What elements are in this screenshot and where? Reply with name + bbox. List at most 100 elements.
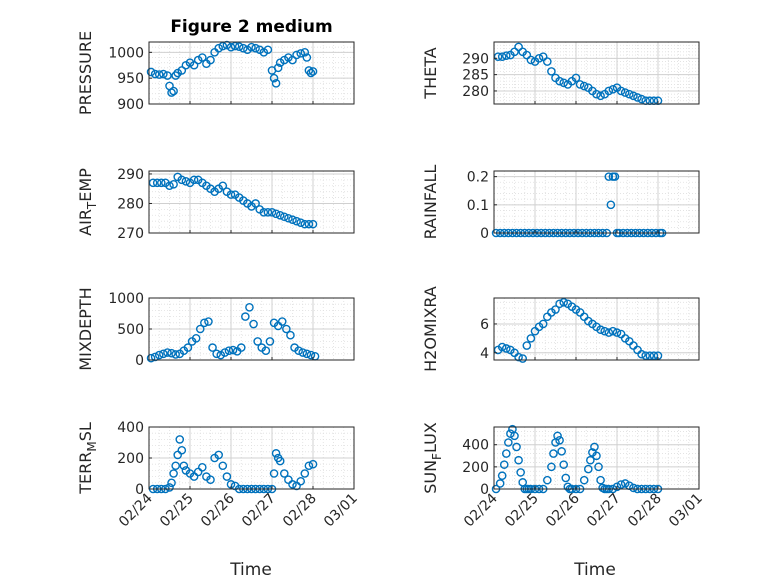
data-point	[271, 449, 281, 458]
data-point	[267, 208, 277, 217]
data-point	[612, 328, 622, 337]
data-point	[265, 337, 275, 346]
y-tick-label: 0	[135, 482, 144, 498]
data-point	[261, 346, 271, 356]
axes-box	[493, 426, 700, 490]
data-point	[298, 348, 308, 357]
data-point	[220, 348, 230, 357]
data-point	[616, 86, 626, 96]
data-point	[167, 348, 176, 358]
y-tick-label: 0.2	[467, 170, 489, 186]
data-point	[218, 181, 228, 191]
data-point	[300, 219, 310, 229]
data-point	[499, 460, 509, 469]
data-point	[263, 208, 273, 217]
x-tick-label: 02/25	[157, 491, 197, 531]
data-point	[167, 478, 176, 488]
y-tick-label: 0.1	[467, 198, 489, 214]
y-tick-label: 280	[117, 196, 144, 212]
data-point	[154, 350, 164, 360]
data-point	[497, 52, 507, 61]
y-axis-label: SUNFLUX	[421, 422, 444, 494]
data-point	[495, 479, 505, 488]
y-tick-label: 950	[117, 71, 144, 87]
data-point	[275, 210, 285, 220]
axes-box	[493, 41, 700, 105]
data-point	[555, 435, 564, 445]
data-point	[526, 334, 536, 343]
data-point	[200, 318, 209, 328]
data-point	[304, 461, 314, 471]
axes-box	[493, 170, 700, 234]
data-point	[275, 456, 285, 466]
data-point	[218, 461, 228, 471]
data-point	[146, 67, 156, 77]
data-point	[501, 449, 511, 458]
data-point	[501, 344, 511, 353]
data-point	[296, 218, 306, 227]
y-tick-label: 290	[117, 167, 144, 183]
data-point	[514, 352, 523, 362]
data-point	[553, 431, 562, 441]
y-tick-label: 1000	[108, 291, 144, 307]
y-axis-label: RAINFALL	[421, 165, 440, 240]
data-point	[596, 91, 605, 101]
data-point	[306, 350, 316, 360]
data-point	[561, 473, 571, 483]
data-point	[604, 172, 614, 181]
data-point	[596, 475, 605, 485]
y-tick-label: 500	[117, 322, 144, 338]
data-point	[604, 86, 614, 96]
data-point	[163, 348, 172, 357]
data-point	[304, 219, 314, 229]
data-point	[156, 178, 166, 188]
data-point	[649, 351, 659, 360]
y-axis-label: H2OMIXRA	[421, 286, 440, 372]
data-point	[586, 455, 595, 465]
data-point	[551, 305, 560, 314]
data-point	[292, 216, 301, 226]
data-point	[177, 445, 187, 455]
data-point	[510, 431, 519, 441]
data-point	[501, 51, 511, 61]
subplot-mixdepth: 0 500 1000 MIXDEPTH	[76, 287, 355, 371]
data-point	[284, 213, 293, 223]
data-point	[543, 475, 552, 485]
data-point	[159, 69, 168, 79]
data-point	[526, 55, 536, 65]
data-point	[514, 455, 523, 465]
data-point	[571, 73, 581, 83]
y-tick-label: 200	[117, 451, 144, 467]
y-tick-label: 290	[462, 51, 489, 67]
data-point	[179, 461, 189, 471]
data-point	[253, 337, 262, 346]
data-point	[154, 70, 164, 79]
x-axis-label-left: Time	[229, 560, 272, 580]
data-point	[557, 447, 566, 456]
data-point	[195, 324, 205, 334]
data-point	[575, 80, 585, 89]
data-point	[543, 57, 552, 66]
data-point	[269, 73, 279, 83]
data-point	[555, 76, 564, 86]
y-tick-label: 4	[480, 346, 489, 362]
data-point	[516, 468, 525, 477]
data-point	[608, 326, 618, 336]
data-point	[584, 464, 593, 474]
data-point	[308, 459, 318, 469]
data-point	[247, 42, 256, 52]
data-point	[159, 349, 168, 359]
data-point	[197, 53, 207, 62]
data-point	[590, 442, 599, 452]
data-point	[230, 41, 240, 51]
data-point	[308, 219, 318, 229]
data-point	[222, 472, 232, 481]
data-point	[169, 469, 178, 478]
data-point	[538, 319, 548, 329]
data-point	[197, 462, 207, 472]
data-point	[183, 343, 193, 352]
data-point	[612, 482, 622, 492]
x-tick-label: 03/01	[666, 491, 706, 531]
